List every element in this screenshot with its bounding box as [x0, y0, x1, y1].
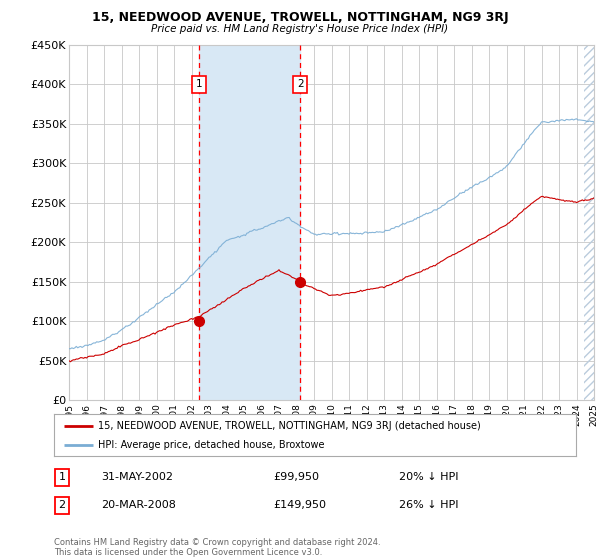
Text: 2: 2 [297, 80, 304, 89]
Text: Contains HM Land Registry data © Crown copyright and database right 2024.: Contains HM Land Registry data © Crown c… [54, 538, 380, 547]
Text: 1: 1 [58, 473, 65, 482]
Text: This data is licensed under the Open Government Licence v3.0.: This data is licensed under the Open Gov… [54, 548, 322, 557]
Text: 26% ↓ HPI: 26% ↓ HPI [398, 501, 458, 510]
Text: Price paid vs. HM Land Registry's House Price Index (HPI): Price paid vs. HM Land Registry's House … [151, 24, 449, 34]
Text: 15, NEEDWOOD AVENUE, TROWELL, NOTTINGHAM, NG9 3RJ (detached house): 15, NEEDWOOD AVENUE, TROWELL, NOTTINGHAM… [98, 421, 481, 431]
Text: £99,950: £99,950 [273, 473, 319, 482]
Text: 1: 1 [196, 80, 202, 89]
Text: HPI: Average price, detached house, Broxtowe: HPI: Average price, detached house, Brox… [98, 440, 325, 450]
Text: 31-MAY-2002: 31-MAY-2002 [101, 473, 173, 482]
Bar [199, 45, 301, 400]
Text: 20% ↓ HPI: 20% ↓ HPI [398, 473, 458, 482]
Text: £149,950: £149,950 [273, 501, 326, 510]
Text: 2: 2 [58, 501, 65, 510]
Text: 20-MAR-2008: 20-MAR-2008 [101, 501, 176, 510]
Text: 15, NEEDWOOD AVENUE, TROWELL, NOTTINGHAM, NG9 3RJ: 15, NEEDWOOD AVENUE, TROWELL, NOTTINGHAM… [92, 11, 508, 24]
Bar [584, 45, 594, 400]
